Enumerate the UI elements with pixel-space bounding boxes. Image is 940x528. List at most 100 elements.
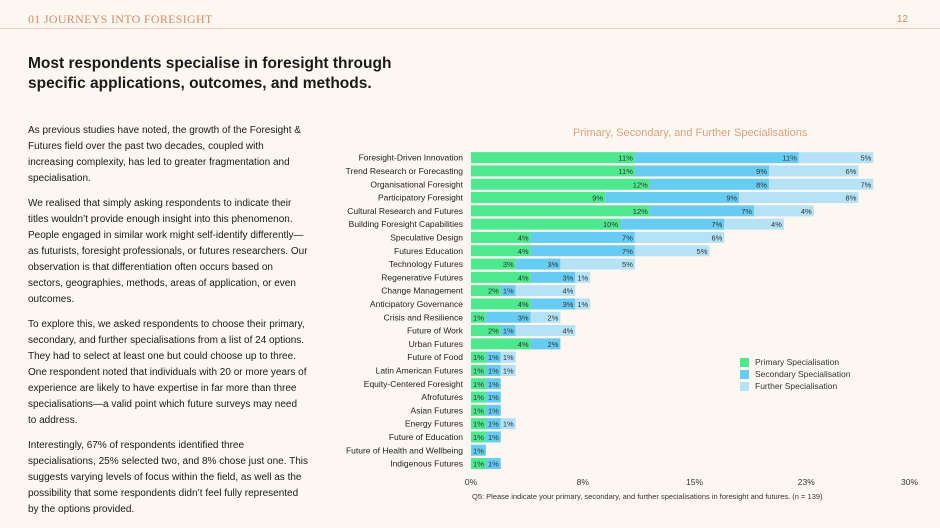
data-label: 1% (488, 380, 499, 389)
data-label: 2% (548, 340, 559, 349)
paragraph-3: To explore this, we asked respondents to… (28, 319, 307, 426)
paragraph-2: We realised that simply asking responden… (28, 198, 308, 305)
bar-segment (530, 245, 635, 257)
data-label: 1% (503, 366, 514, 375)
bar-segment (471, 218, 620, 230)
category-label: Future of Food (407, 352, 463, 362)
bar-segment (471, 231, 531, 243)
bar-segment (724, 218, 784, 230)
bar-segment (634, 165, 769, 177)
bar-segment (500, 364, 516, 376)
category-label: Building Foresight Capabilities (349, 219, 463, 229)
body-text: As previous studies have noted, the grow… (28, 123, 308, 527)
bar-segment (471, 245, 531, 257)
bar-segment (485, 364, 501, 376)
bar-segment (471, 271, 531, 283)
category-label: Trend Research or Forecasting (346, 166, 464, 176)
bar-segment (739, 192, 859, 204)
data-label: 1% (473, 393, 484, 402)
data-label: 1% (473, 460, 484, 469)
chart-title: Primary, Secondary, and Further Speciali… (573, 127, 808, 139)
category-label: Afrofutures (421, 392, 463, 402)
x-tick-label: 23% (798, 477, 815, 487)
data-label: 4% (562, 327, 573, 336)
bar-segment (485, 418, 501, 430)
bar-segment (471, 165, 635, 177)
data-label: 1% (488, 433, 499, 442)
data-label: 7% (741, 207, 752, 216)
data-label: 1% (488, 460, 499, 469)
data-label: 3% (562, 300, 573, 309)
bar-segment (471, 298, 531, 310)
data-label: 3% (562, 273, 573, 282)
bar-segment (649, 205, 755, 217)
data-label: 2% (488, 327, 499, 336)
bar-segment (485, 378, 501, 390)
data-label: 4% (518, 273, 529, 282)
category-label: Anticipatory Governance (370, 299, 463, 309)
bar-segment (500, 325, 516, 337)
bar-segment (530, 338, 561, 350)
data-label: 1% (488, 366, 499, 375)
data-label: 7% (622, 233, 633, 242)
data-label: 11% (618, 167, 633, 176)
bar-segment (485, 391, 501, 403)
x-tick-label: 0% (465, 477, 478, 487)
bar-segment (649, 178, 769, 190)
bar-segment (634, 231, 725, 243)
category-label: Cultural Research and Futures (347, 206, 463, 216)
data-label: 4% (801, 207, 812, 216)
category-label: Future of Work (407, 326, 464, 336)
data-label: 1% (473, 420, 484, 429)
bar-segment (471, 378, 486, 390)
data-label: 6% (711, 233, 722, 242)
legend-swatch-primary (740, 357, 749, 367)
bar-segment (500, 418, 516, 430)
data-label: 9% (726, 194, 737, 203)
bar-segment (485, 311, 531, 323)
data-label: 4% (518, 340, 529, 349)
data-label: 1% (473, 406, 484, 415)
bar-segment (471, 258, 516, 270)
data-label: 4% (562, 287, 573, 296)
bar-segment (530, 311, 561, 323)
bar-segment (620, 218, 725, 230)
section-title: 01 JOURNEYS INTO FORESIGHT (28, 12, 213, 26)
bar-segment (471, 431, 486, 443)
data-label: 5% (622, 260, 633, 269)
bar-segment (471, 152, 635, 164)
chart-legend: Primary Specialisation Secondary Special… (740, 356, 850, 392)
headline: Most respondents specialise in foresight… (28, 55, 392, 92)
data-label: 11% (618, 154, 633, 163)
category-label: Speculative Design (390, 232, 463, 242)
x-tick-label: 30% (901, 477, 918, 487)
category-label: Foresight-Driven Innovation (359, 153, 464, 163)
bar-segment (485, 431, 501, 443)
bar-segment (471, 178, 650, 190)
bar-segment (471, 325, 501, 337)
data-label: 1% (473, 353, 484, 362)
data-label: 5% (697, 247, 708, 256)
bar-segment (471, 192, 606, 204)
bar-segment (769, 178, 874, 190)
data-label: 2% (488, 287, 499, 296)
bar-segment (575, 298, 591, 310)
bar-segment (515, 285, 576, 297)
bar-segment (769, 165, 859, 177)
data-label: 1% (488, 420, 499, 429)
category-label: Future of Education (389, 432, 463, 442)
bar-segment (560, 258, 635, 270)
category-label: Energy Futures (405, 419, 463, 429)
x-tick-label: 15% (686, 477, 703, 487)
data-label: 1% (503, 353, 514, 362)
data-label: 11% (782, 154, 797, 163)
bar-segment (471, 458, 486, 470)
legend-swatch-further (740, 381, 749, 391)
page-number: 12 (896, 14, 908, 25)
bar-segment (471, 404, 486, 416)
bar-segment (485, 404, 501, 416)
data-label: 1% (488, 393, 499, 402)
legend-label-further: Further Specialisation (755, 381, 838, 391)
category-label: Asian Futures (411, 405, 463, 415)
data-label: 1% (488, 406, 499, 415)
